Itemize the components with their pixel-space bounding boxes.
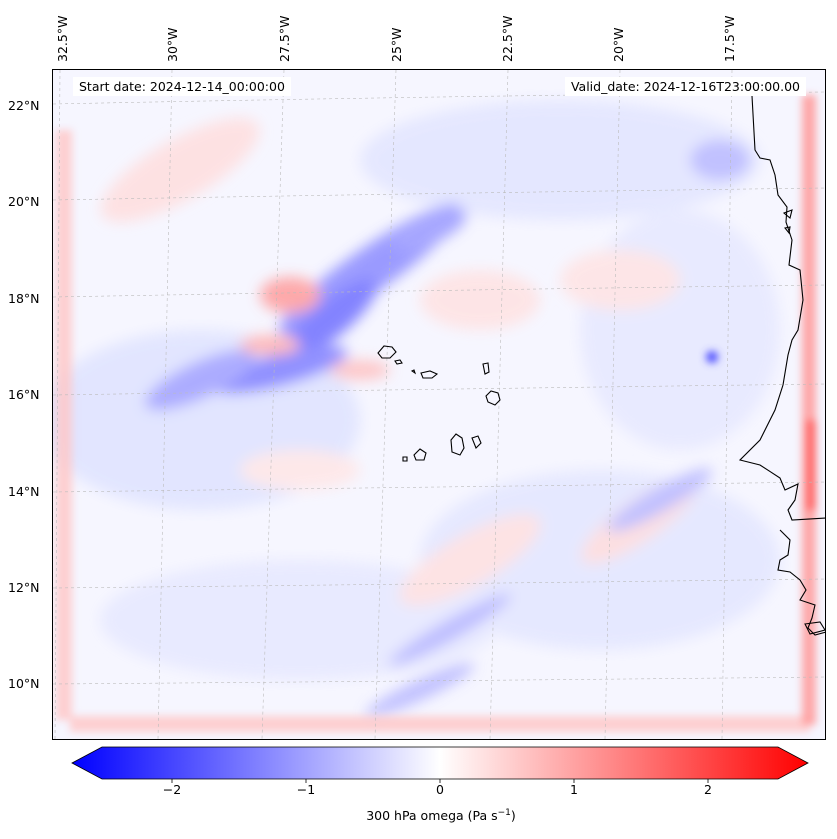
lat-label-14n: 14°N [8,484,40,499]
map-frame [52,69,826,740]
coastline [738,95,825,636]
lon-label-25w: 25°W [389,27,404,62]
lat-label-10n: 10°N [8,676,40,691]
colorbar [71,746,809,783]
colorbar-title-exponent: −1 [497,808,511,818]
lat-label-16n: 16°N [8,387,40,402]
lon-label-27-5w: 27.5°W [277,15,292,62]
lon-label-30w: 30°W [165,27,180,62]
colorbar-title-end: ) [510,808,516,824]
colorbar-tick-label: 0 [436,782,444,797]
omega-field [53,70,825,739]
start-date-label: Start date: 2024-12-14_00:00:00 [73,77,291,96]
lon-label-22-5w: 22.5°W [500,15,515,62]
colorbar-gradient [71,746,809,780]
colorbar-tick-label: 1 [570,782,578,797]
colorbar-tick-label: −1 [296,782,316,797]
cape-verde-islands [377,345,501,462]
lon-label-17-5w: 17.5°W [722,15,737,62]
lon-label-32-5w: 32.5°W [55,15,70,62]
lat-label-22n: 22°N [8,98,40,113]
colorbar-title-main: 300 hPa omega (Pa s [366,808,498,824]
colorbar-tick-label: 2 [704,782,712,797]
colorbar-title: 300 hPa omega (Pa s−1) [366,808,516,823]
colorbar-tick-label: −2 [162,782,182,797]
lon-label-20w: 20°W [611,27,626,62]
valid-date-label: Valid_date: 2024-12-16T23:00:00.00 [564,77,806,96]
lat-label-12n: 12°N [8,580,40,595]
lat-label-20n: 20°N [8,194,40,209]
lat-label-18n: 18°N [8,291,40,306]
